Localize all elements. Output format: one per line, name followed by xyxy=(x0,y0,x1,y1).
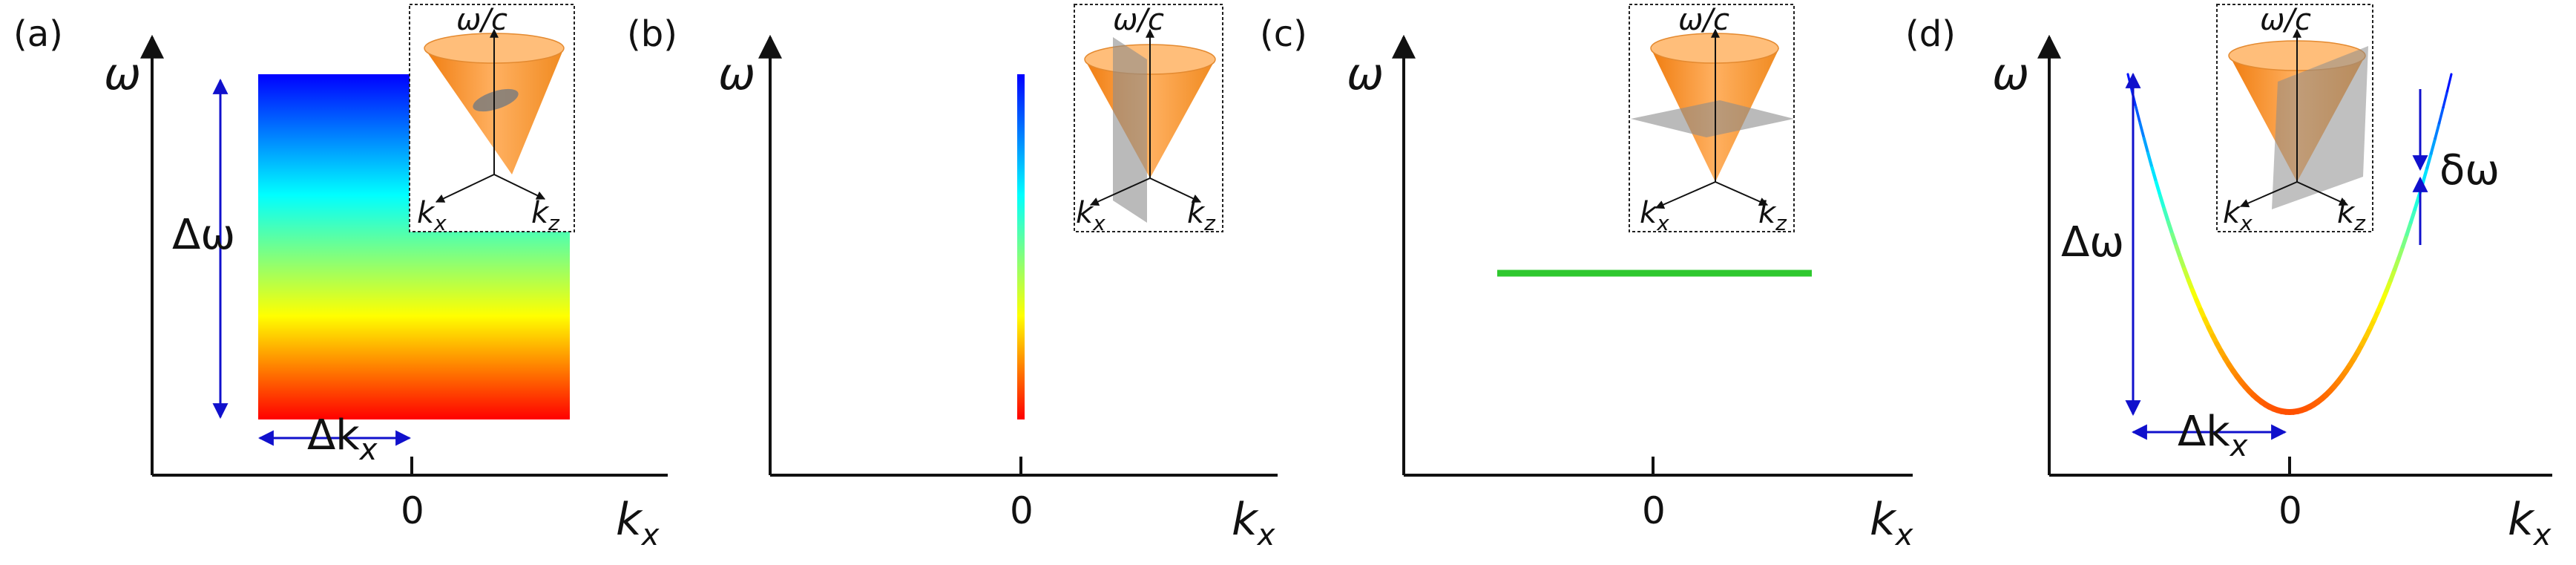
y-axis-label-a: ω xyxy=(104,48,141,100)
parabola-segment xyxy=(2170,232,2179,249)
panel-b: (b) ω 0 kx ω/c kx kz xyxy=(627,3,1278,552)
x-axis-label-a: kx xyxy=(616,494,660,552)
parabola-segment xyxy=(2146,151,2154,170)
inset-top-label-a: ω/c xyxy=(456,3,507,37)
parabola-segment xyxy=(2166,220,2175,237)
inset-right-label-d: kz xyxy=(2337,196,2366,235)
parabola-segment xyxy=(2425,151,2433,170)
inset-c: ω/c kx kz xyxy=(1629,3,1795,235)
inset-right-label-a: kz xyxy=(531,196,560,235)
parabola-segment xyxy=(2138,121,2146,140)
panel-a: (a) ω 0 kx Δω Δkx ω/c kx kz xyxy=(13,3,668,552)
parabola-segment xyxy=(2421,166,2429,184)
parabola-segment xyxy=(2405,220,2414,237)
inset-left-label-c: kx xyxy=(1640,196,1669,235)
panel-label-c: (c) xyxy=(1260,13,1307,55)
parabola-segment xyxy=(2429,137,2437,155)
delta-k-label-a: Δkx xyxy=(307,411,378,467)
small-delta-omega-label: δω xyxy=(2439,146,2500,195)
inset-top-label-b: ω/c xyxy=(1113,3,1164,37)
inset-left-label-a: kx xyxy=(417,196,447,235)
inset-left-label-b: kx xyxy=(1076,196,1105,235)
parabola-segment xyxy=(2434,121,2441,140)
plane-tilted-d xyxy=(2272,46,2368,209)
origin-label-b: 0 xyxy=(1010,489,1034,532)
panel-label-b: (b) xyxy=(627,13,677,55)
parabola-segment xyxy=(2437,105,2445,125)
parabola-segment xyxy=(2154,180,2162,198)
spectrum-vertical-line xyxy=(1017,74,1025,419)
y-axis-label-d: ω xyxy=(1992,48,2029,100)
parabola-segment xyxy=(2158,194,2166,212)
origin-label-d: 0 xyxy=(2278,489,2302,532)
parabola-segment xyxy=(2396,244,2405,261)
x-axis-label-b: kx xyxy=(1232,494,1275,552)
parabola-segment xyxy=(2135,105,2142,125)
y-axis-label-b: ω xyxy=(718,48,755,100)
plane-spot-a xyxy=(473,88,519,112)
inset-right-label-c: kz xyxy=(1758,196,1787,235)
parabola-segment xyxy=(2142,137,2150,155)
inset-top-label-d: ω/c xyxy=(2260,3,2311,37)
delta-k-label-d: Δkx xyxy=(2178,408,2248,463)
parabola-segment xyxy=(2413,194,2421,212)
parabola-segment xyxy=(2150,166,2158,184)
plane-vertical-b xyxy=(1113,37,1147,223)
x-axis-label-d: kx xyxy=(2508,494,2552,552)
inset-top-label-c: ω/c xyxy=(1678,3,1729,37)
panel-label-d: (d) xyxy=(1905,13,1956,55)
inset-b: ω/c kx kz xyxy=(1074,3,1223,235)
panel-d: (d) ω 0 kx Δω Δkx δω ω/c kx kz xyxy=(1905,3,2552,552)
panel-c: (c) ω 0 kx ω/c kx kz xyxy=(1260,3,1913,552)
parabola-segment xyxy=(2162,207,2171,224)
parabola-segment xyxy=(2400,232,2409,249)
parabola-segment xyxy=(2126,73,2134,93)
plane-horizontal-c xyxy=(1631,100,1794,137)
x-axis-label-c: kx xyxy=(1870,494,1913,552)
delta-omega-label-d: Δω xyxy=(2061,218,2124,267)
inset-d: ω/c kx kz xyxy=(2216,3,2373,235)
parabola-segment xyxy=(2442,89,2449,109)
origin-label-a: 0 xyxy=(401,489,424,532)
delta-omega-label-a: Δω xyxy=(172,211,235,259)
parabola-d xyxy=(2126,73,2453,415)
parabola-segment xyxy=(2445,73,2453,93)
parabola-segment xyxy=(2408,207,2417,224)
panel-label-a: (a) xyxy=(13,13,63,55)
y-axis-label-c: ω xyxy=(1347,48,1384,100)
inset-right-label-b: kz xyxy=(1187,196,1216,235)
inset-a: ω/c kx kz xyxy=(409,3,575,235)
origin-label-c: 0 xyxy=(1642,489,1666,532)
inset-left-label-d: kx xyxy=(2223,196,2253,235)
